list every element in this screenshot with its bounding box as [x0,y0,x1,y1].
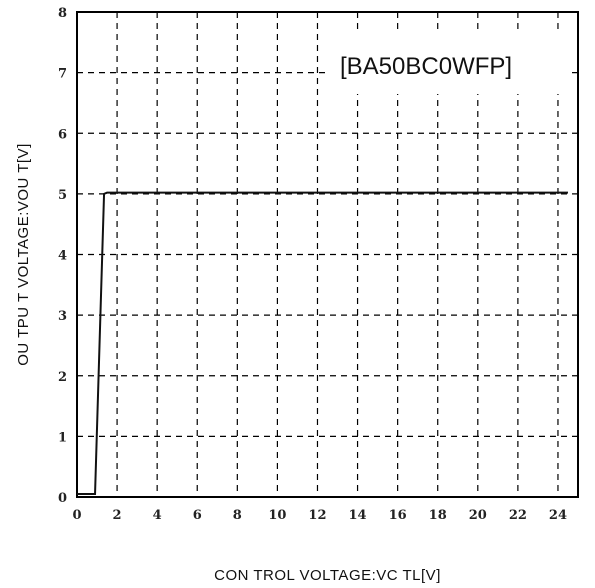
x-axis-title: CON TROL VOLTAGE:VC TL[V] [214,567,441,584]
y-tick-label: 3 [58,309,67,324]
x-tick-label: 10 [268,508,286,523]
x-tick-label: 2 [113,508,122,523]
y-tick-label: 1 [58,430,67,445]
y-tick-label: 5 [58,188,67,203]
x-tick-label: 24 [549,508,567,523]
plot-area [76,11,579,498]
y-tick-label: 7 [58,67,67,82]
y-axis-title: OU TPU T VOLTAGE:VOU T[V] [15,143,32,366]
x-tick-labels: 0 2 4 6 8 10 12 14 16 18 20 22 24 [72,508,567,523]
x-tick-label: 16 [389,508,407,523]
x-tick-label: 20 [469,508,487,523]
annotation-box [330,34,570,94]
y-tick-labels: 0 1 2 3 4 5 6 7 8 [58,6,67,506]
series-line [77,191,568,495]
y-tick-label: 2 [58,370,67,385]
annotation-label: [BA50BC0WFP] [340,53,512,80]
x-tick-label: 22 [509,508,527,523]
y-tick-label: 0 [58,491,67,506]
x-tick-label: 6 [193,508,202,523]
y-tick-label: 4 [58,249,67,264]
x-tick-label: 12 [308,508,326,523]
y-tick-label: 8 [58,6,67,21]
x-tick-label: 14 [349,508,367,523]
y-tick-label: 6 [58,127,67,142]
x-tick-label: 18 [429,508,447,523]
series-group [77,191,568,495]
x-tick-label: 0 [72,508,81,523]
x-tick-label: 8 [233,508,242,523]
x-tick-label: 4 [153,508,162,523]
